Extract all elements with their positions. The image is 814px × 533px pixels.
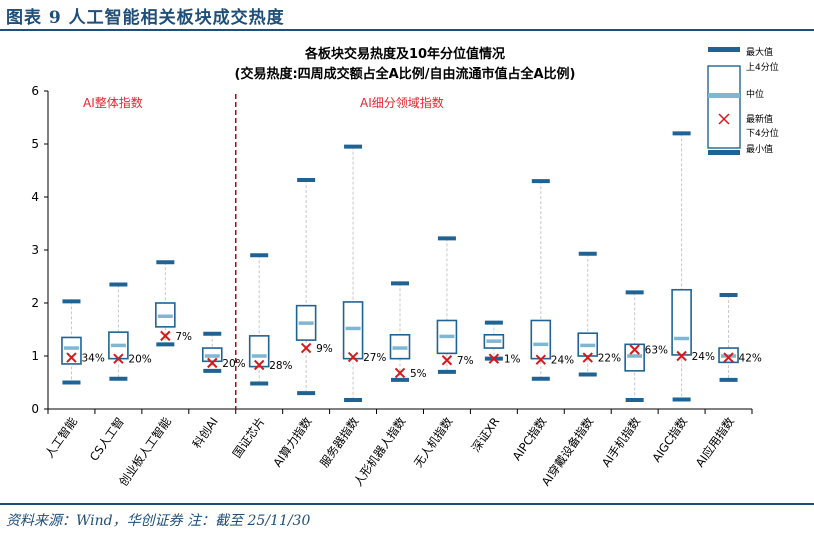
- legend-label-latest: 最新值: [746, 113, 773, 125]
- x-category-label: 人工智能: [42, 414, 80, 460]
- quartile-box: [671, 288, 692, 356]
- percentile-label: 1%: [504, 354, 521, 366]
- box-item: 9%: [295, 178, 333, 396]
- percentile-label: 20%: [222, 358, 245, 370]
- percentile-label: 5%: [410, 368, 427, 380]
- latest-marker: [582, 352, 593, 363]
- footer-rule: [0, 503, 814, 505]
- box-item: 27%: [342, 144, 386, 402]
- y-tick-label: 5: [31, 137, 39, 151]
- latest-marker: [300, 342, 312, 354]
- latest-marker: [113, 353, 124, 364]
- latest-marker: [629, 344, 640, 355]
- latest-marker: [441, 355, 453, 366]
- latest-marker: [347, 351, 359, 363]
- percentile-label: 9%: [316, 343, 333, 355]
- header-rule: [0, 29, 814, 31]
- percentile-label: 42%: [739, 353, 762, 365]
- box-item: 20%: [201, 331, 246, 373]
- x-category-label: 服务器指数: [317, 414, 362, 470]
- y-tick-label: 1: [31, 349, 39, 363]
- latest-marker: [253, 359, 265, 371]
- x-category-label: 深证XR: [469, 415, 503, 455]
- box-item: 7%: [436, 236, 474, 374]
- box-item: 24%: [671, 131, 715, 402]
- x-category-label: 无人机指数: [411, 414, 456, 470]
- box-item: 5%: [389, 281, 427, 382]
- legend-box-swatch: [707, 65, 741, 149]
- percentile-label: 7%: [175, 331, 192, 343]
- x-category-label: AIGC指数: [649, 414, 690, 464]
- group-label-ai-overall: AI整体指数: [83, 95, 143, 110]
- quartile-box: [61, 336, 82, 365]
- legend-label-min: 最小值: [746, 143, 773, 155]
- percentile-label: 7%: [457, 355, 474, 367]
- percentile-label: 24%: [692, 351, 715, 363]
- percentile-label: 20%: [128, 354, 151, 366]
- x-category-label: CS人工智: [87, 415, 127, 464]
- box-item: 24%: [530, 179, 574, 381]
- legend-label-max: 最大值: [746, 46, 773, 58]
- x-category-label: AI应用指数: [693, 414, 738, 469]
- quartile-box: [342, 301, 364, 360]
- latest-marker: [66, 352, 77, 363]
- group-label-ai-segments: AI细分领域指数: [360, 95, 444, 110]
- box-item: 7%: [155, 260, 192, 347]
- box-item: 42%: [718, 293, 762, 382]
- percentile-label: 27%: [363, 352, 386, 364]
- chart-title: 各板块交易热度及10年分位值情况: [304, 46, 505, 62]
- legend-min-swatch: [708, 150, 740, 155]
- y-tick-label: 2: [31, 296, 39, 310]
- legend-latest-swatch: [718, 113, 730, 125]
- box-item: 63%: [624, 290, 668, 402]
- legend-label-median: 中位: [746, 88, 764, 100]
- figure-source-note: 资料来源：Wind，华创证券 注：截至 25/11/30: [6, 513, 311, 529]
- box-item: 22%: [577, 251, 621, 377]
- latest-marker: [160, 330, 171, 342]
- latest-marker: [723, 352, 734, 363]
- legend-median-swatch: [708, 93, 740, 98]
- y-tick-label: 4: [31, 190, 39, 204]
- box-item: 20%: [108, 282, 152, 381]
- x-category-label: 科创AI: [190, 415, 221, 451]
- quartile-box: [248, 335, 270, 368]
- box-item: 1%: [483, 320, 521, 366]
- box-item: 28%: [248, 253, 293, 386]
- x-category-label: AIPC指数: [510, 414, 550, 463]
- x-category-label: AI算力指数: [270, 414, 315, 469]
- latest-marker: [488, 353, 500, 364]
- x-category-label: AI手机指数: [599, 414, 644, 469]
- percentile-label: 28%: [269, 360, 292, 372]
- legend-max-swatch: [708, 47, 740, 52]
- percentile-label: 34%: [81, 353, 104, 365]
- chart-subtitle: (交易热度:四周成交额占全A比例/自由流通市值占全A比例): [235, 66, 576, 82]
- latest-marker: [535, 354, 547, 365]
- quartile-box: [530, 319, 552, 360]
- percentile-label: 22%: [598, 353, 621, 365]
- legend-label-q1: 下4分位: [746, 127, 779, 139]
- percentile-label: 63%: [645, 345, 668, 357]
- percentile-label: 24%: [551, 355, 574, 367]
- latest-marker: [676, 350, 687, 362]
- latest-marker: [207, 357, 218, 369]
- figure-header: 图表 9 人工智能相关板块成交热度: [6, 8, 285, 28]
- y-tick-label: 6: [31, 84, 39, 98]
- latest-marker: [394, 367, 406, 379]
- legend-label-q3: 上4分位: [746, 61, 779, 73]
- box-item: 34%: [61, 299, 105, 385]
- y-tick-label: 3: [31, 243, 39, 257]
- y-tick-label: 0: [31, 402, 39, 416]
- x-category-label: 国证芯片: [230, 415, 268, 461]
